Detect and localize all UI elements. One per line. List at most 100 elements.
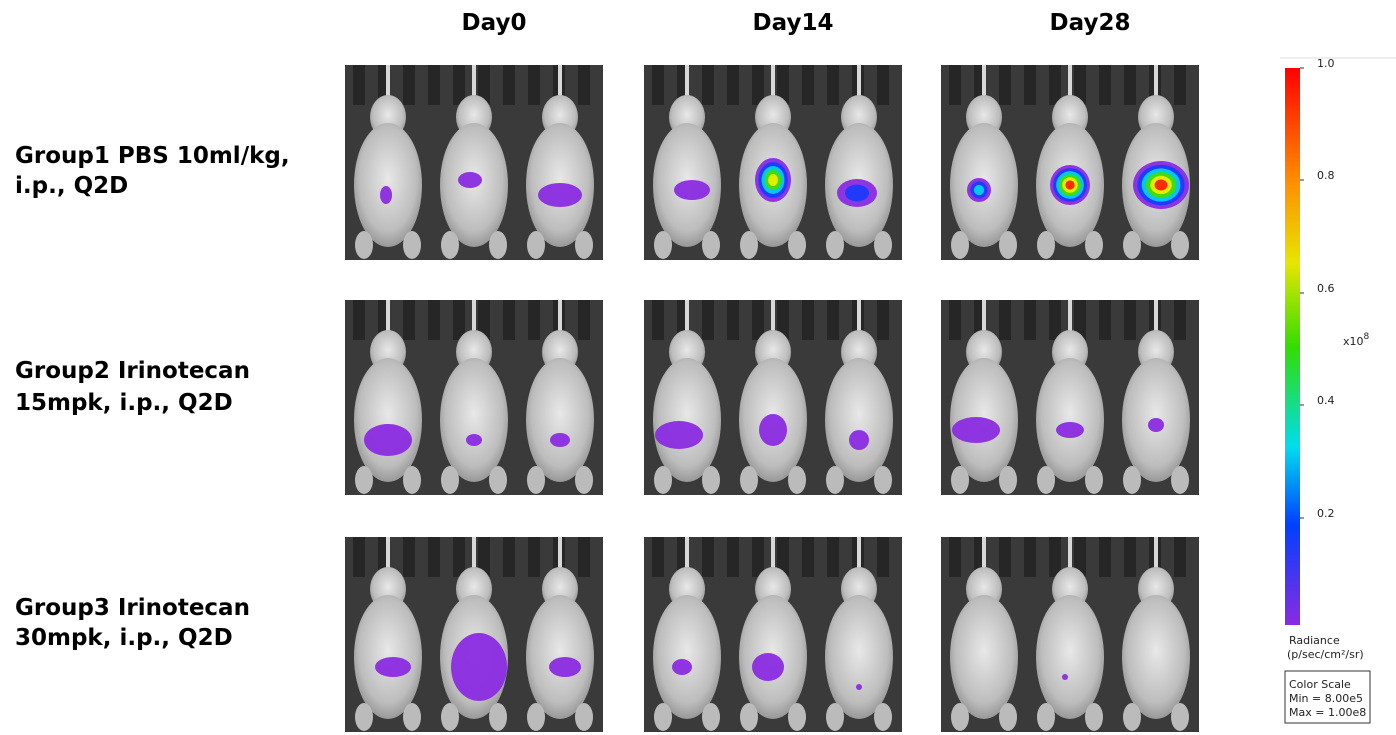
- cage-slat: [428, 537, 440, 577]
- signal-blob: [655, 421, 703, 449]
- mouse-body: [825, 595, 893, 719]
- quantity-label: Radiance: [1289, 634, 1340, 647]
- cage-slat: [478, 65, 490, 105]
- cage-slat: [949, 537, 961, 577]
- mouse-leg: [1123, 231, 1141, 259]
- tail: [771, 300, 775, 340]
- tail: [857, 537, 861, 577]
- group-label: Group1 PBS 10ml/kg,: [15, 143, 290, 169]
- cage-slat: [453, 537, 465, 577]
- mouse-leg: [527, 231, 545, 259]
- cage-slat: [727, 300, 739, 340]
- cage-slat: [999, 65, 1011, 105]
- mouse-leg: [999, 231, 1017, 259]
- mouse-leg: [874, 703, 892, 731]
- mouse-leg: [1171, 466, 1189, 494]
- cage-slat: [578, 300, 590, 340]
- signal-blob: [1056, 422, 1084, 438]
- signal-blob: [768, 174, 778, 186]
- cage-slat: [752, 65, 764, 105]
- cage-slat: [777, 65, 789, 105]
- cage-slat: [1124, 65, 1136, 105]
- scale-box: [1284, 670, 1371, 724]
- tail: [472, 300, 476, 340]
- signal-blob: [856, 684, 862, 690]
- scale-box-text: Color Scale: [1289, 678, 1351, 691]
- cage-slat: [403, 537, 415, 577]
- cage-slat: [727, 65, 739, 105]
- mouse-leg: [489, 703, 507, 731]
- cage-slat: [353, 537, 365, 577]
- mouse-leg: [702, 231, 720, 259]
- cage-slat: [1049, 300, 1061, 340]
- mouse-leg: [702, 466, 720, 494]
- cage-slat: [949, 300, 961, 340]
- mouse-leg: [441, 703, 459, 731]
- cage-slat: [353, 300, 365, 340]
- signal-blob: [674, 180, 710, 200]
- mouse-body: [1036, 358, 1104, 482]
- mouse-leg: [1123, 466, 1141, 494]
- cage-slat: [752, 537, 764, 577]
- cage-slat: [702, 537, 714, 577]
- mouse-leg: [575, 703, 593, 731]
- tail: [1154, 300, 1158, 340]
- signal-blob: [458, 172, 482, 188]
- signal-blob: [375, 657, 411, 677]
- cage-slat: [1074, 65, 1086, 105]
- mouse-leg: [1123, 703, 1141, 731]
- cage-slat: [478, 300, 490, 340]
- mouse-leg: [575, 466, 593, 494]
- cage-slat: [453, 65, 465, 105]
- mouse-leg: [1037, 466, 1055, 494]
- mouse-leg: [654, 466, 672, 494]
- cage-slat: [877, 65, 889, 105]
- mouse-leg: [951, 703, 969, 731]
- cage-slat: [702, 300, 714, 340]
- cage-slat: [949, 65, 961, 105]
- mouse-body: [526, 595, 594, 719]
- tail: [472, 65, 476, 105]
- cage-slat: [1174, 65, 1186, 105]
- cage-slat: [1024, 537, 1036, 577]
- mouse-leg: [527, 703, 545, 731]
- signal-blob: [672, 659, 692, 675]
- mouse-body: [825, 358, 893, 482]
- mouse-body: [1036, 595, 1104, 719]
- cage-slat: [1074, 537, 1086, 577]
- cage-slat: [999, 300, 1011, 340]
- cage-slat: [777, 537, 789, 577]
- cage-slat: [528, 537, 540, 577]
- mouse-leg: [489, 231, 507, 259]
- cage-slat: [478, 537, 490, 577]
- signal-blob: [538, 183, 582, 207]
- tail: [386, 537, 390, 577]
- mouse-leg: [1037, 703, 1055, 731]
- cage-slat: [652, 537, 664, 577]
- tail: [558, 537, 562, 577]
- column-header: Day0: [462, 10, 527, 36]
- tail: [386, 300, 390, 340]
- mouse-leg: [403, 703, 421, 731]
- signal-blob: [752, 653, 784, 681]
- mouse-body: [653, 595, 721, 719]
- mouse-leg: [575, 231, 593, 259]
- group-label: Group3 Irinotecan: [15, 595, 250, 621]
- cage-slat: [403, 65, 415, 105]
- signal-blob: [1062, 674, 1068, 680]
- cage-slat: [503, 300, 515, 340]
- signal-blob: [952, 417, 1000, 443]
- cage-slat: [1099, 65, 1111, 105]
- cage-slat: [503, 65, 515, 105]
- tail: [685, 537, 689, 577]
- mouse-leg: [1171, 703, 1189, 731]
- cage-slat: [802, 300, 814, 340]
- cage-slat: [1049, 65, 1061, 105]
- scale-box-text: Min = 8.00e5: [1289, 692, 1363, 705]
- cage-slat: [777, 300, 789, 340]
- mouse-leg: [999, 703, 1017, 731]
- signal-blob: [380, 186, 392, 204]
- tail: [472, 537, 476, 577]
- cage-slat: [827, 65, 839, 105]
